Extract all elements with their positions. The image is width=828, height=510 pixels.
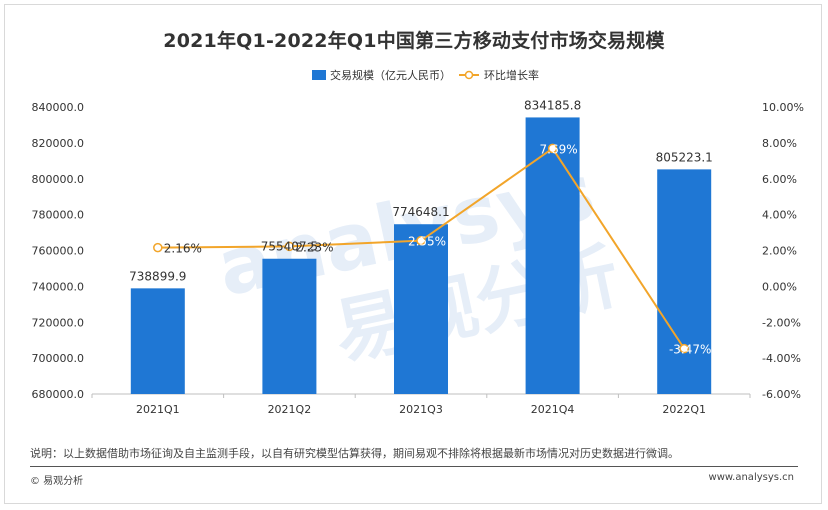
bar-value-label: 805223.1 (656, 150, 713, 164)
growth-point (679, 343, 689, 354)
growth-value-label: -3.47% (669, 343, 711, 357)
bar-value-label: 738899.9 (129, 269, 186, 283)
growth-point (416, 235, 426, 246)
y-right-tick-label: -4.00% (762, 352, 801, 365)
growth-point (547, 143, 558, 154)
growth-value-label: 2.55% (408, 235, 446, 249)
y-left-tick-label: 840000.0 (32, 101, 85, 114)
website-link[interactable]: www.analysys.cn (708, 472, 794, 483)
x-tick-label: 2021Q1 (136, 403, 180, 416)
bar (525, 117, 580, 394)
bar (394, 224, 448, 394)
copyright: © 易观分析 (30, 476, 84, 487)
growth-value-label: 2.16% (164, 242, 202, 256)
x-tick-label: 2021Q2 (268, 403, 312, 416)
y-right-tick-label: -2.00% (762, 316, 801, 329)
growth-value-label: 7.69% (540, 142, 578, 156)
x-tick-label: 2021Q3 (399, 403, 443, 416)
y-left-tick-label: 680000.0 (32, 388, 85, 401)
bar (262, 258, 317, 394)
bar (130, 288, 185, 394)
legend-label-line: 环比增长率 (484, 68, 539, 82)
y-left-tick-label: 720000.0 (32, 316, 85, 329)
footnote: 说明：以上数据借助市场征询及自主监测手段，以自有研究模型估算获得，期间易观不排除… (30, 447, 679, 460)
x-tick-label: 2021Q4 (531, 403, 575, 416)
growth-point (284, 241, 295, 252)
y-right-tick-label: 10.00% (762, 101, 804, 114)
x-tick-label: 2022Q1 (662, 403, 706, 416)
y-left-tick-label: 760000.0 (32, 245, 85, 258)
y-right-tick-label: 8.00% (762, 137, 797, 150)
y-left-tick-label: 700000.0 (32, 352, 85, 365)
y-right-tick-label: 0.00% (762, 280, 797, 293)
y-left-tick-label: 780000.0 (32, 209, 85, 222)
bar-value-label: 834185.8 (524, 98, 581, 112)
chart-title: 2021年Q1-2022年Q1中国第三方移动支付市场交易规模 (163, 30, 665, 52)
y-left-tick-label: 740000.0 (32, 280, 85, 293)
footer-divider (30, 466, 798, 467)
growth-value-label: 2.23% (295, 240, 333, 254)
legend-label-bar: 交易规模（亿元人民币） (330, 68, 451, 82)
bar (657, 169, 712, 394)
legend-swatch-bar (312, 70, 326, 80)
bar-value-label: 774648.1 (392, 205, 449, 219)
bar-value-label: 755407.5 (261, 240, 318, 254)
y-left-tick-label: 800000.0 (32, 173, 85, 186)
chart-frame (4, 4, 822, 504)
legend-swatch-marker (464, 70, 474, 80)
growth-point (153, 242, 163, 253)
y-right-tick-label: 6.00% (762, 173, 797, 186)
y-right-tick-label: 4.00% (762, 209, 797, 222)
y-left-tick-label: 820000.0 (32, 137, 85, 150)
y-right-tick-label: -6.00% (762, 388, 801, 401)
y-right-tick-label: 2.00% (762, 245, 797, 258)
